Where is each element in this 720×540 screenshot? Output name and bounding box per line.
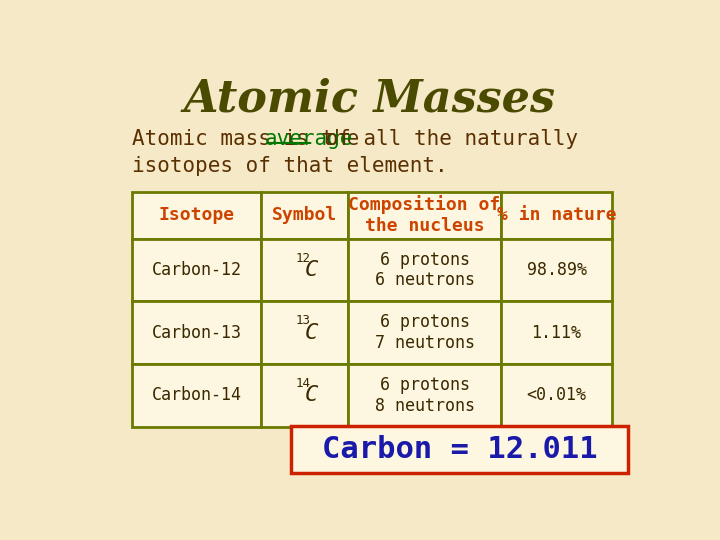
Text: C: C <box>305 260 318 280</box>
Text: isotopes of that element.: isotopes of that element. <box>132 156 447 176</box>
FancyBboxPatch shape <box>501 364 612 427</box>
Text: <0.01%: <0.01% <box>526 386 587 404</box>
Text: average: average <box>264 129 353 149</box>
Text: Carbon = 12.011: Carbon = 12.011 <box>322 435 598 464</box>
FancyBboxPatch shape <box>132 192 261 239</box>
FancyBboxPatch shape <box>501 239 612 301</box>
FancyBboxPatch shape <box>291 426 629 472</box>
Text: 13: 13 <box>296 314 311 327</box>
FancyBboxPatch shape <box>132 364 261 427</box>
FancyBboxPatch shape <box>261 192 348 239</box>
Text: Atomic mass is the: Atomic mass is the <box>132 129 372 149</box>
FancyBboxPatch shape <box>261 239 348 301</box>
FancyBboxPatch shape <box>132 239 261 301</box>
Text: % in nature: % in nature <box>497 206 616 224</box>
Text: 14: 14 <box>296 377 311 390</box>
Text: 1.11%: 1.11% <box>531 323 582 342</box>
Text: Carbon-14: Carbon-14 <box>152 386 242 404</box>
FancyBboxPatch shape <box>348 192 501 239</box>
Text: Carbon-12: Carbon-12 <box>152 261 242 279</box>
Text: 6 protons
6 neutrons: 6 protons 6 neutrons <box>374 251 474 289</box>
Text: 98.89%: 98.89% <box>526 261 587 279</box>
Text: C: C <box>305 322 318 342</box>
FancyBboxPatch shape <box>348 364 501 427</box>
FancyBboxPatch shape <box>132 301 261 364</box>
Text: Atomic Masses: Atomic Masses <box>183 77 555 120</box>
Text: Carbon-13: Carbon-13 <box>152 323 242 342</box>
FancyBboxPatch shape <box>501 301 612 364</box>
Text: Composition of
the nucleus: Composition of the nucleus <box>348 195 500 235</box>
FancyBboxPatch shape <box>261 301 348 364</box>
Text: Isotope: Isotope <box>158 206 235 224</box>
FancyBboxPatch shape <box>348 239 501 301</box>
Text: 6 protons
7 neutrons: 6 protons 7 neutrons <box>374 313 474 352</box>
Text: of all the naturally: of all the naturally <box>313 129 578 149</box>
Text: C: C <box>305 385 318 405</box>
FancyBboxPatch shape <box>348 301 501 364</box>
Text: 12: 12 <box>296 252 311 265</box>
Text: Symbol: Symbol <box>272 206 337 224</box>
FancyBboxPatch shape <box>261 364 348 427</box>
FancyBboxPatch shape <box>501 192 612 239</box>
Text: 6 protons
8 neutrons: 6 protons 8 neutrons <box>374 376 474 415</box>
